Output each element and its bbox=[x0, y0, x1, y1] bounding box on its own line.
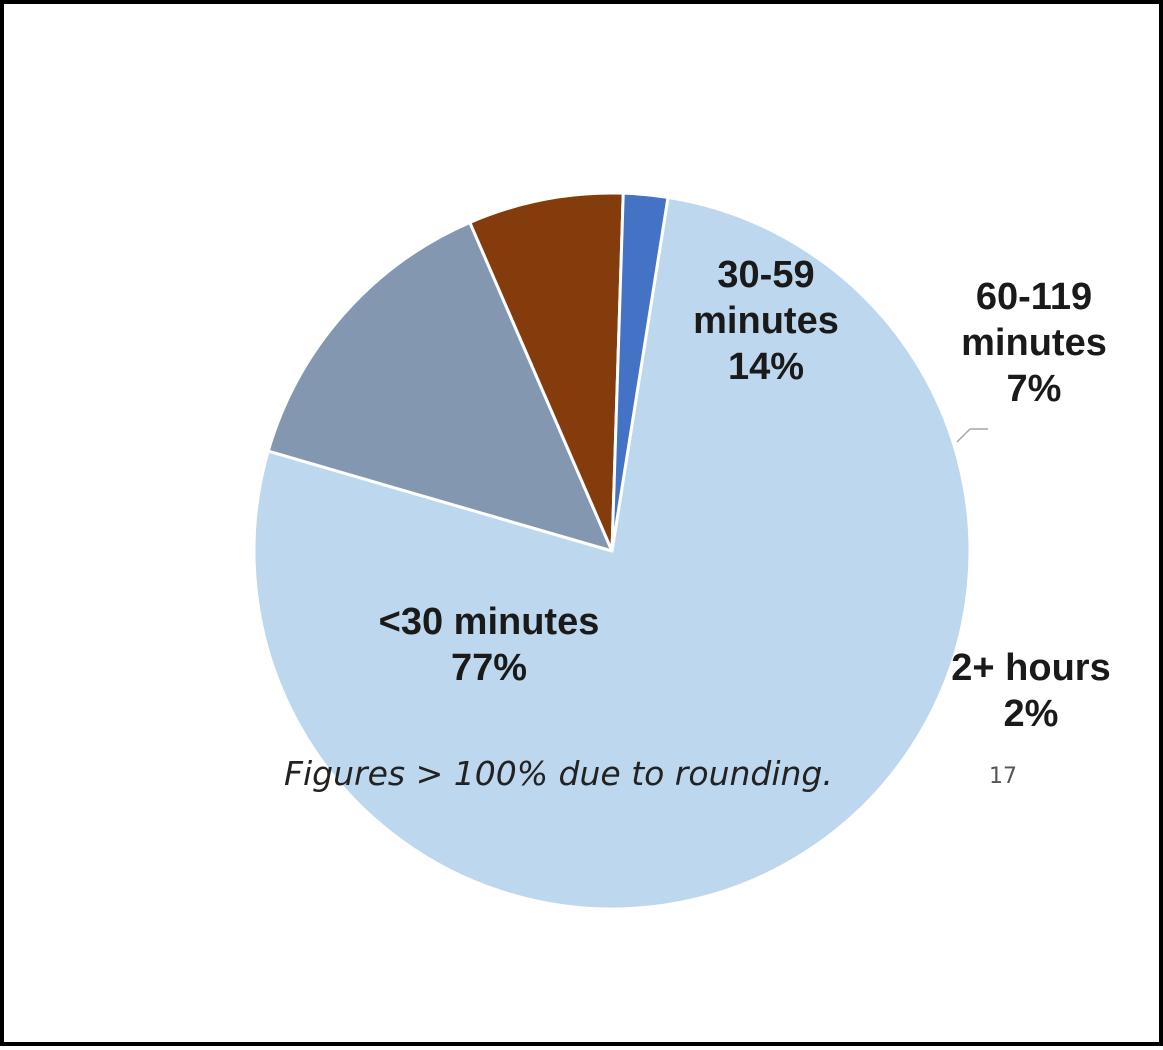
slice-label-30-59: 30-59 minutes 14% bbox=[693, 254, 839, 388]
slice-label-line: minutes bbox=[693, 300, 839, 342]
pie-chart: <30 minutes 77%30-59 minutes 14%60-119 minut… bbox=[252, 191, 1111, 911]
slice-labels: <30 minutes 77%30-59 minutes 14%60-119 minut… bbox=[379, 254, 1111, 735]
slice-label-line: <30 minutes bbox=[379, 601, 600, 643]
slice-label-line: 60-119 bbox=[976, 276, 1092, 318]
pie-slices bbox=[252, 191, 972, 911]
slice-label-line: 77% bbox=[451, 647, 527, 689]
pie-slice-2-hours bbox=[610, 191, 670, 553]
slice-label-2-hours: 2+ hours 2% bbox=[951, 647, 1110, 735]
page-number: 17 bbox=[989, 764, 1017, 789]
footnote: Figures > 100% due to rounding. bbox=[284, 754, 833, 793]
slice-label-60-119: 60-119 minutes 7% bbox=[961, 276, 1107, 410]
pie-slice-30-minutes bbox=[252, 195, 972, 911]
slice-label-line: 2% bbox=[1004, 693, 1059, 735]
slice-label-line: 7% bbox=[1007, 368, 1062, 410]
pie-slice-30-59 bbox=[266, 220, 614, 553]
slice-label-line: 30-59 bbox=[717, 254, 814, 296]
slice-label-line: 14% bbox=[728, 346, 804, 388]
slice-label-line: 2+ hours bbox=[951, 647, 1110, 689]
leader-lines bbox=[956, 428, 988, 443]
pie-slice-60-119 bbox=[468, 191, 625, 553]
slice-label-30-minutes: <30 minutes 77% bbox=[379, 601, 600, 689]
slice-label-line: minutes bbox=[961, 322, 1107, 364]
leader-line bbox=[956, 428, 988, 443]
